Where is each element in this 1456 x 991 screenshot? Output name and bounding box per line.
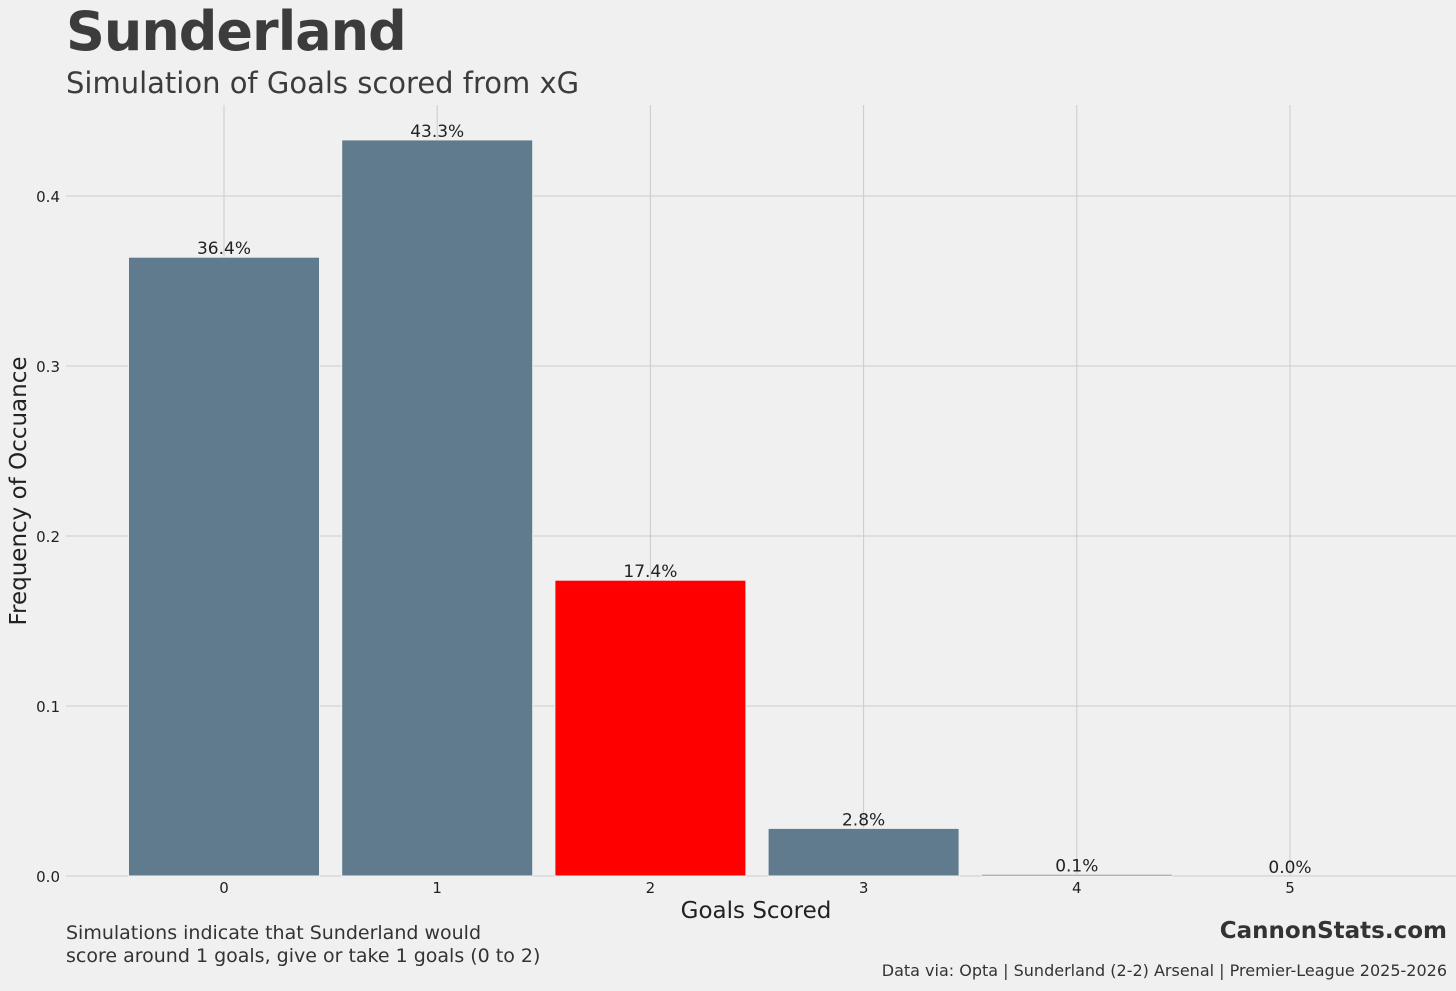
bar-0 [128,256,320,877]
y-axis-label: Frequency of Occuance [6,356,32,625]
y-tick-label: 0.3 [36,358,60,376]
chart-subtitle: Simulation of Goals scored from xG [66,66,580,100]
footer-note: Simulations indicate that Sunderland wou… [66,922,540,968]
data-label-4: 0.1% [1055,856,1098,876]
x-tick-label: 0 [219,879,229,897]
y-tick-label: 0.2 [36,528,60,546]
y-tick-label: 0.4 [36,188,60,206]
source-label: Data via: Opta | Sunderland (2-2) Arsena… [881,961,1447,980]
bar-3 [767,827,960,877]
data-label-5: 0.0% [1268,858,1311,878]
x-tick-label: 4 [1072,879,1082,897]
data-label-0: 36.4% [197,239,251,259]
bar-4 [980,873,1173,877]
x-tick-label: 1 [432,879,442,897]
bar-1 [341,139,534,877]
x-tick-label: 5 [1285,879,1295,897]
chart-title: Sunderland [66,0,407,63]
y-tick-label: 0.0 [36,868,60,886]
bar-2 [554,579,747,877]
brand-label: CannonStats.com [1219,918,1447,944]
data-label-3: 2.8% [842,810,885,830]
data-label-2: 17.4% [623,562,677,582]
x-axis-label: Goals Scored [681,898,832,924]
x-tick-label: 2 [646,879,656,897]
bars [128,139,1173,877]
footer-note-line-1: Simulations indicate that Sunderland wou… [66,922,482,944]
x-tick-label: 3 [859,879,869,897]
axis-ticks: 0.0 0.1 0.2 0.3 0.4 0 1 2 3 4 5 [36,188,1295,897]
y-tick-label: 0.1 [36,698,60,716]
data-label-1: 43.3% [410,122,464,142]
data-labels: 36.4% 43.3% 17.4% 2.8% 0.1% 0.0% [197,122,1312,878]
footer-note-line-2: score around 1 goals, give or take 1 goa… [66,945,541,967]
